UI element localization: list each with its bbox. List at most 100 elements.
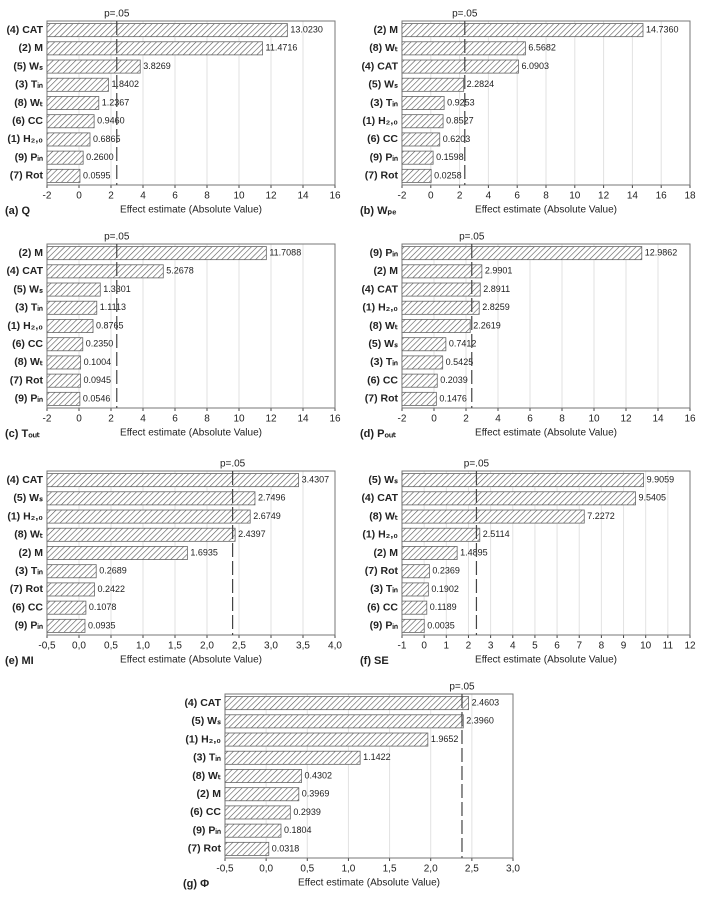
- category-label: (6) CC: [367, 133, 398, 145]
- bar: [401, 77, 465, 92]
- category-label: (3) Tᵢₙ: [370, 97, 399, 109]
- category-label: (9) Pᵢₙ: [370, 620, 399, 632]
- category-label: (5) Wₛ: [368, 338, 398, 350]
- category-label: (1) H₂,₀: [362, 529, 398, 541]
- bar: [46, 618, 86, 633]
- value-label: 6.0903: [522, 61, 550, 71]
- panel-label: (e) MI: [5, 655, 34, 667]
- x-tick-label: -0,5: [216, 864, 234, 875]
- bar: [46, 564, 97, 579]
- x-tick-label: 0: [76, 414, 82, 425]
- x-tick-label: 12: [684, 641, 696, 652]
- bar: [401, 527, 481, 542]
- value-label: 2.4603: [472, 697, 500, 707]
- x-tick-label: 12: [265, 414, 277, 425]
- category-label: (9) Pᵢₙ: [193, 824, 222, 836]
- category-label: (7) Rot: [10, 583, 44, 595]
- bar: [401, 114, 444, 129]
- value-label: 0.4302: [305, 770, 333, 780]
- value-label: 2.8259: [482, 302, 510, 312]
- bar: [224, 805, 291, 820]
- value-label: 14.7360: [646, 24, 679, 34]
- x-tick-label: 8: [599, 641, 605, 652]
- category-label: (1) H₂,₀: [7, 320, 43, 332]
- value-label: 12.9862: [645, 247, 678, 257]
- category-label: (4) CAT: [361, 60, 398, 72]
- value-label: 0.0935: [88, 620, 116, 630]
- value-label: 2.2824: [467, 79, 495, 89]
- value-label: 0.9253: [447, 97, 475, 107]
- x-tick-label: 6: [554, 641, 560, 652]
- value-label: 0.2039: [440, 375, 468, 385]
- category-label: (6) CC: [12, 115, 43, 127]
- bar: [401, 96, 445, 110]
- bar: [401, 59, 519, 74]
- category-label: (4) CAT: [6, 24, 43, 36]
- category-label: (2) M: [374, 547, 399, 559]
- category-label: (9) Pᵢₙ: [15, 151, 44, 163]
- bar: [46, 337, 84, 352]
- value-label: 2.7496: [258, 493, 286, 503]
- value-label: 1.2367: [102, 97, 130, 107]
- bar: [46, 77, 109, 92]
- category-label: (1) H₂,₀: [185, 733, 221, 745]
- x-tick-label: 2,0: [200, 641, 214, 652]
- value-label: 0.8527: [446, 116, 474, 126]
- bar: [46, 150, 84, 165]
- panel-label: (g) Φ: [183, 878, 209, 890]
- x-axis-label: Effect estimate (Absolute Value): [475, 655, 617, 666]
- value-label: 0.0035: [427, 620, 455, 630]
- chart-panel: -2 0 2 4 6 8 10 12 14 16 18 (2) M 14.7360 (8) Wₜ 6.568…: [360, 9, 696, 217]
- value-label: 0.1804: [284, 825, 312, 835]
- bar: [401, 509, 585, 524]
- category-label: (9) Pᵢₙ: [370, 151, 399, 163]
- value-label: 0.1902: [431, 584, 459, 594]
- x-tick-label: 6: [514, 191, 520, 202]
- x-tick-label: 3: [488, 641, 494, 652]
- panel-label: (f) SE: [360, 655, 389, 667]
- x-tick-label: 16: [684, 414, 696, 425]
- bar: [46, 23, 288, 38]
- category-label: (5) Wₛ: [368, 474, 398, 486]
- x-tick-label: 0,0: [72, 641, 86, 652]
- value-label: 1.1422: [363, 752, 391, 762]
- x-tick-label: 4: [510, 641, 516, 652]
- x-tick-label: -2: [398, 414, 407, 425]
- bar: [401, 600, 428, 615]
- significance-label: p=.05: [104, 232, 130, 243]
- category-label: (5) Wₛ: [191, 715, 221, 727]
- x-tick-label: 18: [684, 191, 696, 202]
- x-tick-label: 6: [527, 414, 533, 425]
- value-label: 1.4895: [460, 547, 488, 557]
- bar: [224, 823, 282, 838]
- bar: [46, 546, 188, 560]
- significance-label: p=.05: [452, 9, 478, 20]
- bar: [46, 600, 87, 615]
- x-tick-label: 10: [640, 641, 652, 652]
- category-label: (3) Tᵢₙ: [370, 356, 399, 368]
- chart-panel: -0,5 0,0 0,5 1,0 1,5 2,0 2,5 3,0 3,5 4,0 (4) CAT 3.…: [5, 459, 342, 667]
- value-label: 0.7412: [449, 339, 477, 349]
- x-tick-label: -2: [43, 414, 52, 425]
- significance-label: p=.05: [449, 682, 475, 693]
- x-tick-label: 2: [457, 191, 463, 202]
- bar: [401, 355, 444, 370]
- bar: [224, 714, 464, 729]
- value-label: 1.9652: [431, 734, 459, 744]
- x-tick-label: 8: [204, 414, 210, 425]
- category-label: (6) CC: [367, 374, 398, 386]
- category-label: (2) M: [19, 247, 44, 259]
- category-label: (2) M: [19, 547, 44, 559]
- x-tick-label: 10: [588, 414, 600, 425]
- x-tick-label: 1,0: [341, 864, 355, 875]
- value-label: 0.0318: [272, 843, 300, 853]
- category-label: (8) Wₜ: [14, 529, 43, 541]
- bar: [46, 246, 267, 261]
- x-tick-label: 16: [329, 414, 341, 425]
- category-label: (1) H₂,₀: [7, 510, 43, 522]
- category-label: (6) CC: [12, 338, 43, 350]
- bar: [46, 391, 81, 406]
- bar: [401, 150, 434, 165]
- value-label: 3.8269: [143, 61, 171, 71]
